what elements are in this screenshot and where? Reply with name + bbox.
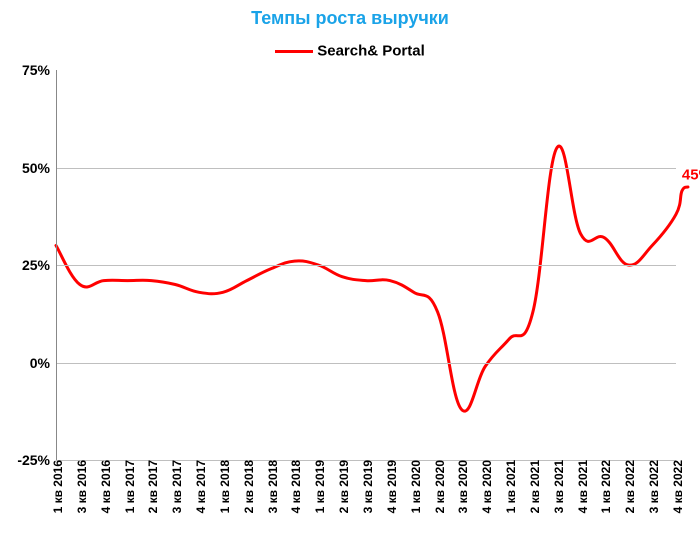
x-axis-label: 1 кв 2021 — [500, 460, 518, 513]
x-axis-label: 2 кв 2017 — [142, 460, 160, 513]
series-end-label: 45% — [682, 167, 700, 184]
x-axis-label: 3 кв 2021 — [548, 460, 566, 513]
x-axis-label: 3 кв 2016 — [71, 460, 89, 513]
x-axis-label: 1 кв 2016 — [47, 460, 65, 513]
x-axis-label: 4 кв 2019 — [381, 460, 399, 513]
legend-label: Search& Portal — [317, 43, 425, 60]
x-axis-label: 3 кв 2019 — [357, 460, 375, 513]
x-axis-label: 4 кв 2017 — [190, 460, 208, 513]
x-axis-label: 3 кв 2020 — [452, 460, 470, 513]
series-line — [56, 146, 688, 411]
x-axis-label: 2 кв 2020 — [429, 460, 447, 513]
x-axis-label: 1 кв 2020 — [405, 460, 423, 513]
chart-title: Темпы роста выручки — [0, 8, 700, 29]
x-axis-label: 1 кв 2018 — [214, 460, 232, 513]
y-axis-label: 75% — [22, 62, 56, 78]
y-axis-line — [56, 70, 57, 460]
x-axis-label: 4 кв 2016 — [95, 460, 113, 513]
gridline — [56, 168, 676, 169]
gridline — [56, 363, 676, 364]
x-axis-label: 2 кв 2021 — [524, 460, 542, 513]
x-axis-label: 2 кв 2018 — [238, 460, 256, 513]
gridline — [56, 265, 676, 266]
x-axis-label: 4 кв 2022 — [667, 460, 685, 513]
y-axis-label: 50% — [22, 160, 56, 176]
y-axis-label: 0% — [30, 355, 56, 371]
x-axis-label: 1 кв 2017 — [119, 460, 137, 513]
x-axis-label: 2 кв 2019 — [333, 460, 351, 513]
x-axis-label: 4 кв 2018 — [285, 460, 303, 513]
x-axis-label: 4 кв 2020 — [476, 460, 494, 513]
plot-area: 45% -25%0%25%50%75%1 кв 20163 кв 20164 к… — [56, 70, 676, 460]
y-axis-label: 25% — [22, 257, 56, 273]
x-axis-label: 4 кв 2021 — [572, 460, 590, 513]
legend-line-icon — [275, 50, 313, 53]
x-axis-label: 3 кв 2017 — [166, 460, 184, 513]
x-axis-label: 1 кв 2022 — [595, 460, 613, 513]
x-axis-label: 3 кв 2018 — [262, 460, 280, 513]
x-axis-label: 3 кв 2022 — [643, 460, 661, 513]
chart-container: Темпы роста выручки Search& Portal 45% -… — [0, 0, 700, 553]
x-axis-label: 2 кв 2022 — [619, 460, 637, 513]
x-axis-label: 1 кв 2019 — [309, 460, 327, 513]
chart-legend: Search& Portal — [0, 42, 700, 60]
